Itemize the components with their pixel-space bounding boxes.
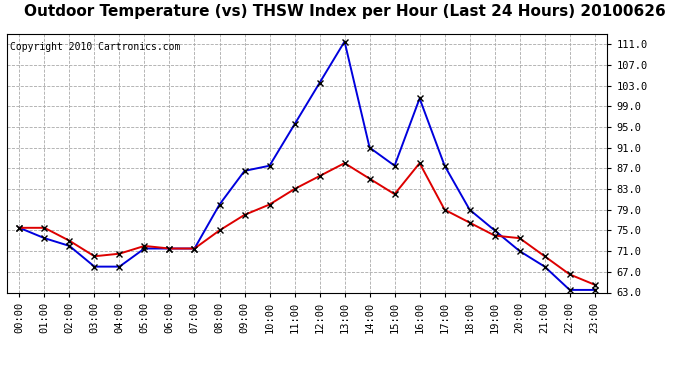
Text: Outdoor Temperature (vs) THSW Index per Hour (Last 24 Hours) 20100626: Outdoor Temperature (vs) THSW Index per …: [24, 4, 666, 19]
Text: Copyright 2010 Cartronics.com: Copyright 2010 Cartronics.com: [10, 42, 180, 51]
